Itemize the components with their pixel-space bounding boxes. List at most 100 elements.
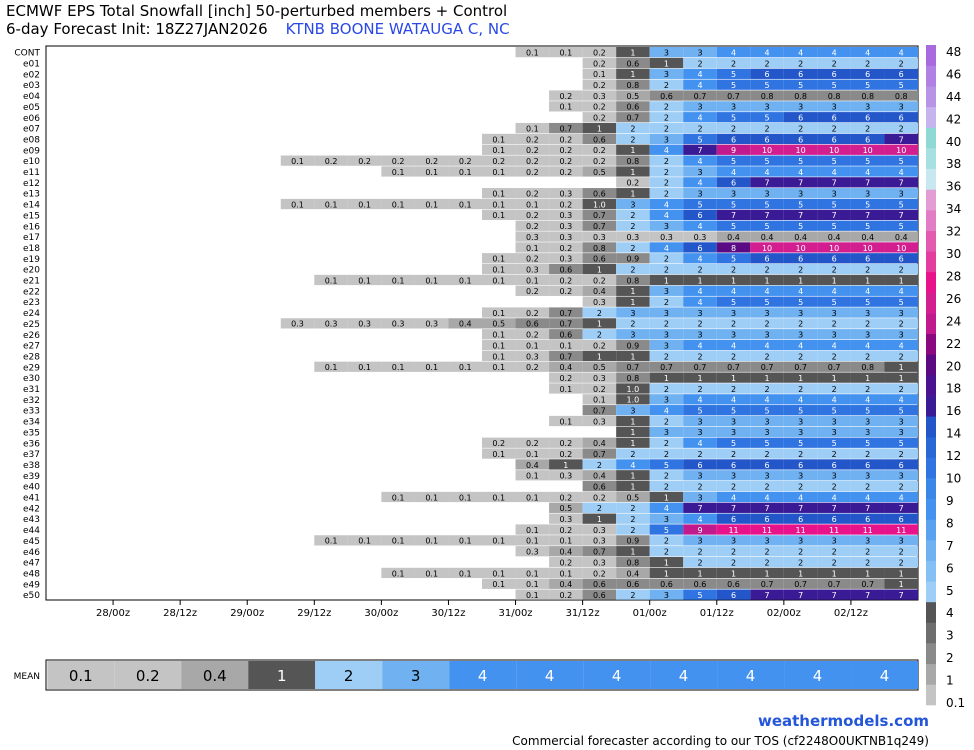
cell-value: 3 bbox=[731, 103, 736, 112]
cell-value: 7 bbox=[899, 179, 904, 188]
cell-value: 4 bbox=[798, 287, 803, 296]
cell-value: 7 bbox=[731, 504, 736, 513]
cell-value: 4 bbox=[731, 493, 736, 502]
cell-value: 9 bbox=[731, 146, 736, 155]
cell-value: 2 bbox=[731, 548, 736, 557]
member-cell bbox=[414, 274, 449, 286]
x-tick-label: 29/12z bbox=[297, 608, 331, 619]
cell-value: 5 bbox=[865, 222, 870, 231]
member-label: e02 bbox=[23, 70, 40, 80]
cell-value: 2 bbox=[697, 548, 702, 557]
brand-link[interactable]: weathermodels.com bbox=[757, 712, 929, 730]
member-cell bbox=[683, 198, 717, 210]
cell-value: 5 bbox=[765, 298, 770, 307]
member-cell bbox=[716, 513, 751, 524]
member-cell bbox=[817, 264, 851, 275]
member-cell bbox=[582, 296, 617, 307]
cell-value: 0.8 bbox=[861, 363, 874, 372]
member-cell bbox=[414, 535, 449, 546]
member-cell bbox=[750, 415, 784, 427]
member-cell bbox=[817, 318, 851, 329]
member-label: e09 bbox=[23, 146, 40, 156]
cell-value: 1 bbox=[899, 580, 904, 589]
cell-value: 3 bbox=[697, 417, 702, 426]
member-cell bbox=[716, 155, 751, 166]
member-cell bbox=[750, 57, 784, 69]
cell-value: 5 bbox=[798, 157, 803, 166]
member-cell bbox=[716, 448, 751, 459]
member-cell bbox=[817, 481, 851, 492]
cell-value: 6 bbox=[798, 70, 803, 79]
cell-value: 1 bbox=[597, 320, 602, 329]
member-label: e15 bbox=[23, 211, 40, 221]
member-cell bbox=[683, 394, 717, 405]
member-cell bbox=[649, 177, 684, 188]
cell-value: 1 bbox=[630, 298, 635, 307]
cell-value: 3 bbox=[765, 190, 770, 199]
cell-value: 0.2 bbox=[325, 157, 338, 166]
cell-value: 2 bbox=[731, 450, 736, 459]
member-cell bbox=[549, 459, 583, 470]
member-cell bbox=[549, 350, 583, 362]
cell-value: 0.4 bbox=[593, 287, 606, 296]
cell-value: 4 bbox=[697, 157, 702, 166]
cell-value: 1 bbox=[630, 146, 635, 155]
member-cell bbox=[783, 578, 818, 589]
x-tick-label: 02/12z bbox=[834, 608, 868, 619]
cell-value: 0.3 bbox=[559, 222, 572, 231]
cell-value: 4 bbox=[697, 341, 702, 350]
member-cell bbox=[750, 339, 784, 351]
member-cell bbox=[582, 101, 617, 112]
member-cell bbox=[750, 101, 784, 112]
cell-value: 3 bbox=[798, 472, 803, 481]
member-cell bbox=[549, 307, 583, 318]
member-cell bbox=[616, 177, 650, 188]
cell-value: 0.7 bbox=[761, 580, 774, 589]
cell-value: 5 bbox=[865, 200, 870, 209]
cell-value: 0.7 bbox=[559, 309, 572, 318]
member-cell bbox=[783, 502, 818, 513]
member-cell bbox=[616, 556, 650, 568]
cell-value: 5 bbox=[731, 222, 736, 231]
member-cell bbox=[515, 231, 550, 242]
member-cell bbox=[884, 524, 918, 535]
cell-value: 1 bbox=[597, 124, 602, 133]
cell-value: 2 bbox=[664, 265, 669, 274]
cell-value: 6 bbox=[865, 135, 870, 144]
member-cell bbox=[381, 567, 415, 579]
member-cell bbox=[750, 437, 784, 448]
colorbar-label: 24 bbox=[946, 314, 961, 328]
member-cell bbox=[314, 361, 348, 372]
member-cell bbox=[750, 372, 784, 383]
member-cell bbox=[448, 491, 482, 503]
cell-value: 0.6 bbox=[627, 580, 640, 589]
cell-value: 0.1 bbox=[492, 493, 505, 502]
cell-value: 3 bbox=[899, 190, 904, 199]
cell-value: 5 bbox=[865, 157, 870, 166]
member-cell bbox=[716, 502, 751, 513]
cell-value: 1 bbox=[798, 374, 803, 383]
member-cell bbox=[750, 264, 784, 275]
cell-value: 0.4 bbox=[727, 233, 740, 242]
member-label: e07 bbox=[23, 125, 40, 135]
member-cell bbox=[616, 513, 650, 524]
member-cell bbox=[817, 491, 851, 503]
member-cell bbox=[783, 556, 818, 568]
cell-value: 3 bbox=[664, 396, 669, 405]
cell-value: 0.2 bbox=[425, 157, 438, 166]
cell-value: 0.2 bbox=[593, 341, 606, 350]
member-cell bbox=[515, 47, 550, 58]
cell-value: 0.3 bbox=[526, 352, 539, 361]
cell-value: 6 bbox=[731, 515, 736, 524]
member-cell bbox=[884, 188, 918, 199]
cell-value: 5 bbox=[731, 298, 736, 307]
cell-value: 0.2 bbox=[593, 59, 606, 68]
cell-value: 2 bbox=[832, 265, 837, 274]
cell-value: 3 bbox=[765, 331, 770, 340]
cell-value: 0.8 bbox=[895, 92, 908, 101]
cell-value: 2 bbox=[899, 352, 904, 361]
member-cell bbox=[649, 329, 684, 340]
cell-value: 0.7 bbox=[861, 580, 874, 589]
cell-value: 3 bbox=[731, 190, 736, 199]
cell-value: 0.1 bbox=[492, 352, 505, 361]
